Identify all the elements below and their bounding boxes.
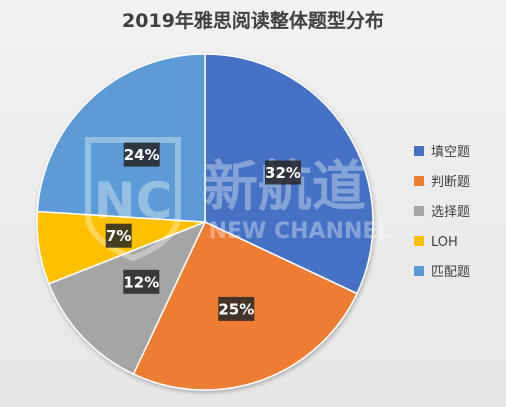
legend-swatch-3 xyxy=(414,236,424,246)
pie-slice-4 xyxy=(36,53,206,223)
data-label-3: 7% xyxy=(106,227,131,245)
legend-label-2: 选择题 xyxy=(431,205,470,220)
watermark-shield-icon xyxy=(85,137,181,262)
legend-swatch-1 xyxy=(414,176,424,186)
pie-slice-2 xyxy=(47,220,207,376)
data-label-box-0 xyxy=(265,160,301,185)
watermark-logo: NC xyxy=(94,172,173,230)
legend-swatch-0 xyxy=(414,146,424,156)
legend-swatch-4 xyxy=(414,266,424,276)
data-label-4: 24% xyxy=(124,146,160,164)
pie-data-labels: 32% 25% 12% 7% 24% xyxy=(105,142,301,321)
data-label-box-2 xyxy=(123,269,160,294)
data-label-1: 25% xyxy=(218,300,254,318)
legend-label-0: 填空题 xyxy=(431,145,470,160)
data-label-box-1 xyxy=(218,296,255,321)
watermark-brand-en: NEW CHANNEL xyxy=(209,219,392,244)
data-label-2: 12% xyxy=(123,273,159,291)
watermark: NC 新航道 NEW CHANNEL xyxy=(85,137,392,262)
legend-swatch-2 xyxy=(414,206,424,216)
legend-label-1: 判断题 xyxy=(431,175,470,190)
chart-title: 2019年雅思阅读整体题型分布 xyxy=(122,10,384,32)
data-label-0: 32% xyxy=(265,164,301,182)
legend-label-3: LOH xyxy=(431,235,458,250)
legend-label-4: 匹配题 xyxy=(431,265,470,280)
data-label-box-4 xyxy=(123,142,160,167)
data-label-box-3 xyxy=(105,223,132,248)
